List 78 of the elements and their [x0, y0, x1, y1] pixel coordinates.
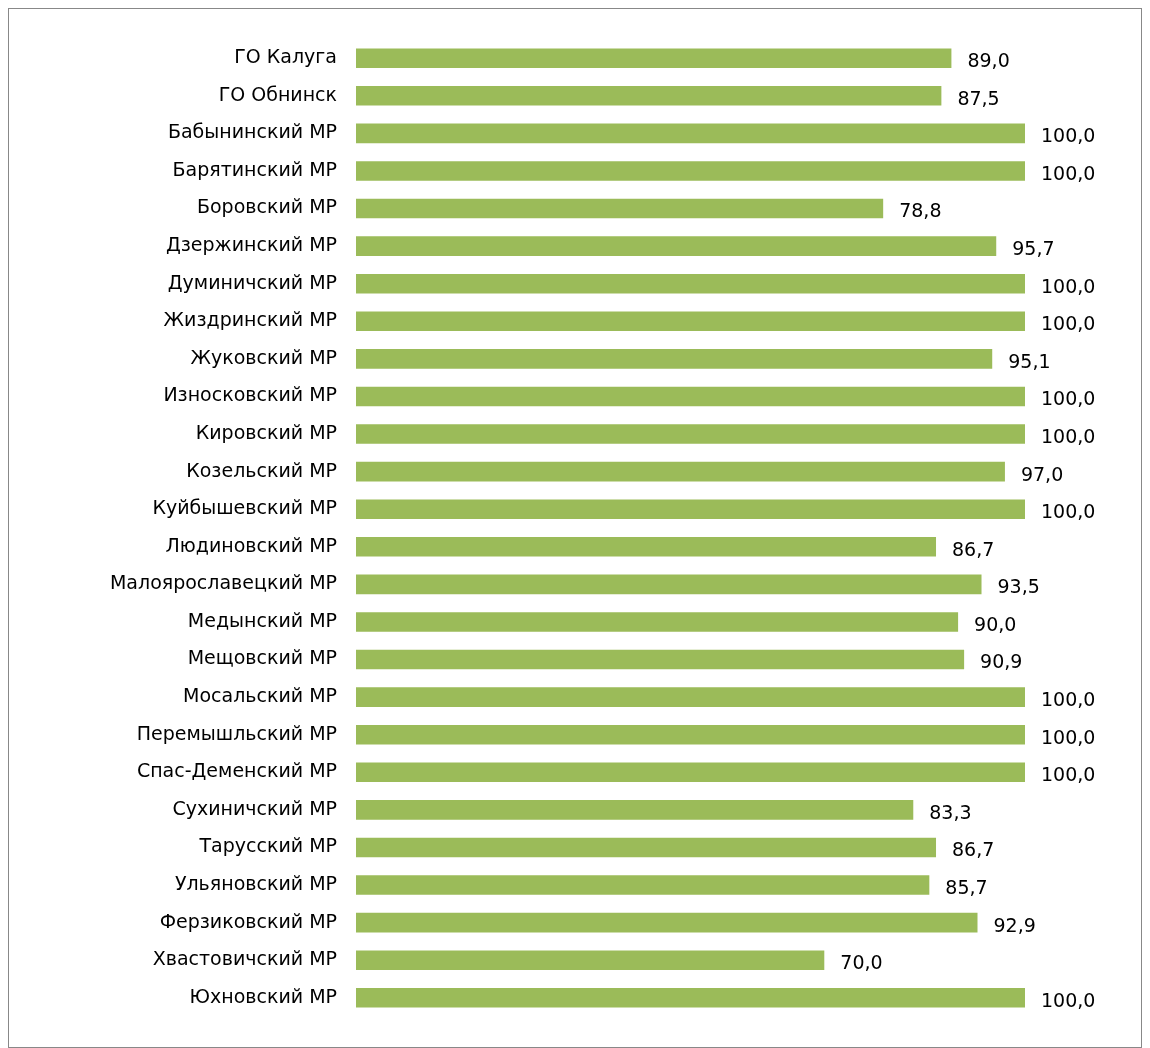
data-label: 100,0 [1041, 274, 1096, 297]
bar [356, 837, 937, 858]
data-label: 100,0 [1041, 161, 1096, 184]
y-tick-label: ГО Калуга [234, 45, 337, 68]
data-label: 100,0 [1041, 688, 1096, 711]
bar [356, 912, 978, 933]
bar [356, 424, 1025, 444]
y-tick-label: Хвастовичский МР [152, 947, 337, 970]
data-label: 86,7 [952, 537, 995, 560]
bar [356, 950, 825, 970]
data-label: 83,3 [929, 800, 972, 823]
bar [356, 161, 1025, 181]
data-label: 100,0 [1041, 988, 1096, 1011]
y-tick-label: Жиздринский МР [163, 308, 337, 331]
data-label: 78,8 [899, 199, 942, 222]
data-label: 100,0 [1041, 387, 1096, 410]
data-label: 100,0 [1041, 424, 1096, 447]
bar [356, 123, 1025, 144]
bar [356, 48, 952, 68]
data-label: 100,0 [1041, 124, 1096, 147]
data-label: 93,5 [997, 575, 1040, 598]
y-tick-label: Людиновский МР [165, 533, 337, 556]
data-label: 90,9 [980, 650, 1023, 673]
bar [356, 574, 982, 595]
y-tick-label: Износковский МР [163, 383, 337, 406]
data-label: 95,1 [1008, 349, 1051, 372]
y-tick-label: Перемышльский МР [136, 721, 337, 744]
data-label: 90,0 [974, 612, 1017, 635]
y-tick-label: Мещовский МР [187, 646, 337, 669]
bar [356, 537, 937, 557]
bar [356, 875, 930, 895]
y-tick-label: Малоярославецкий МР [109, 571, 337, 594]
bar [356, 198, 884, 219]
y-tick-label: Боровский МР [196, 195, 337, 218]
y-tick-label: Дзержинский МР [165, 233, 337, 256]
y-tick-label: Мосальский МР [183, 684, 337, 707]
y-tick-label: Бабынинский МР [167, 120, 337, 143]
bar [356, 762, 1025, 783]
bar [356, 349, 993, 369]
y-tick-label: Барятинский МР [172, 157, 337, 180]
data-label: 95,7 [1012, 237, 1055, 260]
bar [356, 461, 1005, 482]
bar [356, 724, 1025, 745]
bar [356, 800, 914, 820]
data-label: 70,0 [840, 951, 883, 974]
bar [356, 236, 997, 256]
y-tick-label: Медынский МР [187, 608, 337, 631]
data-label: 100,0 [1041, 763, 1096, 786]
data-label: 92,9 [993, 913, 1036, 936]
data-label: 100,0 [1041, 500, 1096, 523]
bar [356, 612, 959, 632]
bar [356, 311, 1025, 332]
y-tick-label: Сухиничский МР [172, 796, 337, 819]
data-label: 89,0 [967, 49, 1010, 72]
data-label: 100,0 [1041, 312, 1096, 335]
data-label: 87,5 [957, 86, 1000, 109]
y-tick-label: Ферзиковский МР [159, 909, 337, 932]
data-label: 97,0 [1020, 462, 1064, 485]
data-label: 85,7 [945, 875, 988, 898]
y-tick-label: Тарусский МР [198, 834, 337, 857]
bar [356, 988, 1025, 1008]
y-tick-label: Жуковский МР [190, 345, 337, 368]
bar [356, 386, 1025, 407]
y-tick-label: Ульяновский МР [174, 871, 337, 894]
y-tick-label: Думиничский МР [167, 270, 337, 293]
bar [356, 499, 1025, 519]
bar [356, 687, 1025, 707]
y-tick-label: ГО Обнинск [218, 82, 337, 105]
y-tick-label: Куйбышевский МР [152, 496, 337, 519]
data-label: 86,7 [952, 838, 995, 861]
bar [356, 86, 942, 106]
data-label: 100,0 [1041, 725, 1096, 748]
bar [356, 649, 965, 670]
y-tick-label: Спас-Деменский МР [136, 759, 337, 782]
y-tick-label: Козельский МР [186, 458, 337, 481]
bar [356, 273, 1025, 294]
y-tick-label: Кировский МР [195, 420, 337, 443]
y-tick-label: Юхновский МР [189, 984, 337, 1007]
